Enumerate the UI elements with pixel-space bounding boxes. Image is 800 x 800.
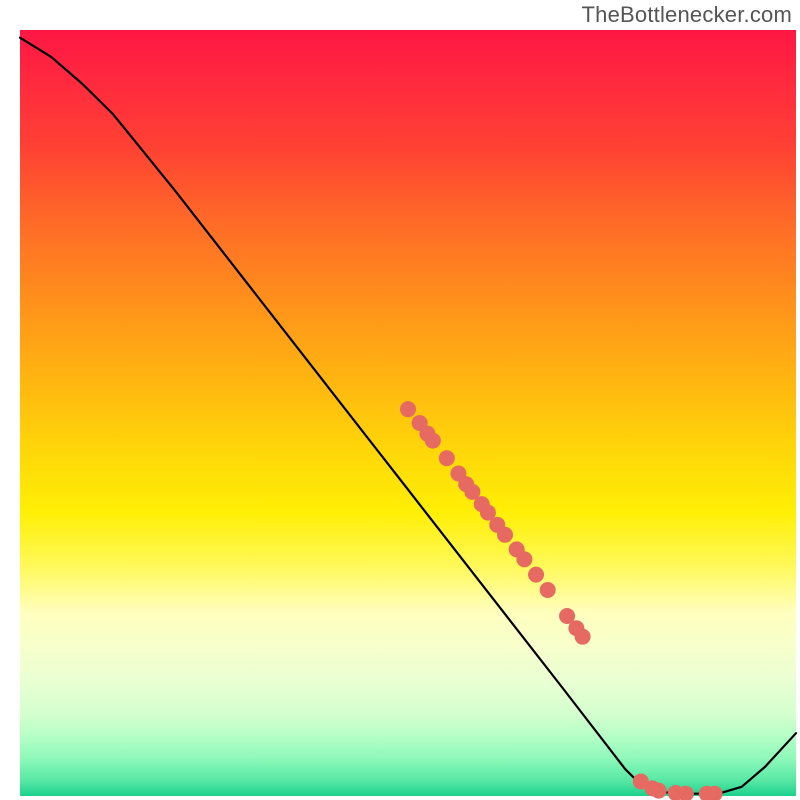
data-marker xyxy=(528,567,544,583)
data-marker xyxy=(497,527,513,543)
data-marker xyxy=(651,783,667,799)
bottleneck-curve-chart xyxy=(0,0,800,800)
data-marker xyxy=(516,551,532,567)
data-marker xyxy=(439,450,455,466)
data-marker xyxy=(425,433,441,449)
data-marker xyxy=(575,629,591,645)
data-marker xyxy=(540,582,556,598)
chart-container: TheBottlenecker.com xyxy=(0,0,800,800)
data-marker xyxy=(400,401,416,417)
